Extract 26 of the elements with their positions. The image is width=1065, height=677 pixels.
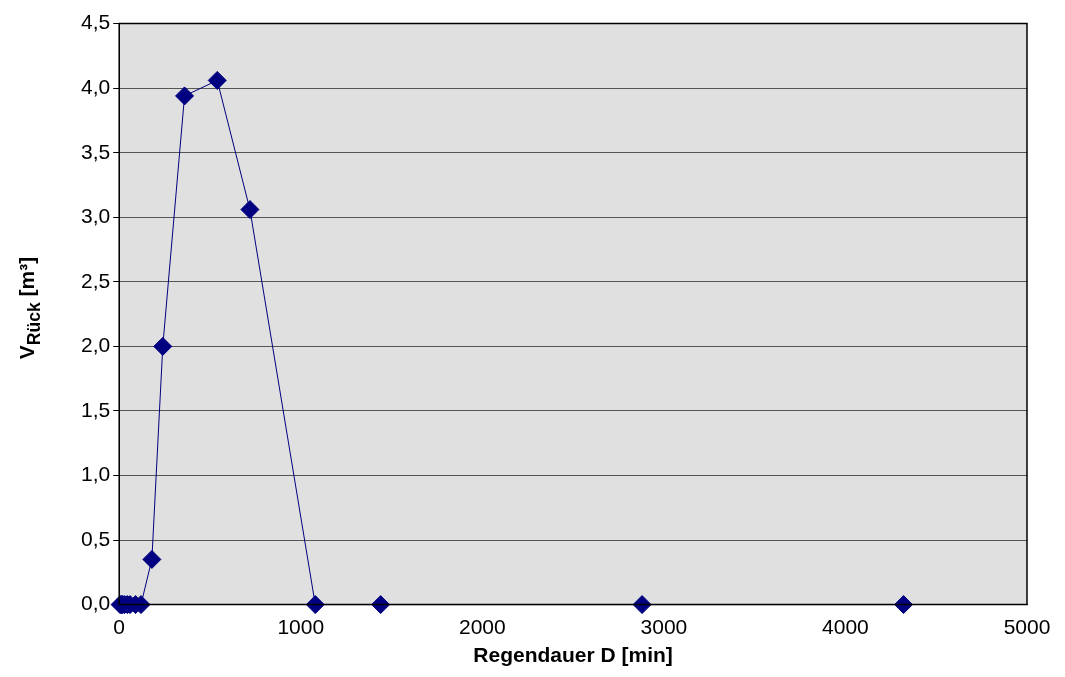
x-tick-label: 5000 — [1003, 615, 1051, 638]
y-tick-label: 0,0 — [80, 591, 111, 615]
point — [240, 200, 260, 220]
x-tick-label: 1000 — [277, 615, 325, 638]
y-tick-label: 3,0 — [80, 204, 111, 228]
point — [894, 595, 914, 615]
y-tick-label: 2,5 — [80, 268, 111, 292]
point — [153, 336, 173, 356]
point — [207, 70, 227, 90]
point — [175, 86, 195, 106]
x-tick-label: 4000 — [822, 615, 869, 638]
y-tick-label: 0,5 — [80, 526, 111, 550]
y-tick-label: 4,5 — [80, 10, 111, 34]
y-tick-label: 1,5 — [80, 397, 111, 421]
y-tick-label: 1,0 — [80, 462, 111, 486]
point — [632, 595, 652, 615]
y-tick-label: 4,0 — [80, 74, 111, 98]
x-tick-label: 2000 — [458, 615, 506, 638]
x-axis-title: Regendauer D [min] — [473, 643, 673, 667]
x-tick-label: 0 — [113, 615, 126, 638]
point — [142, 549, 162, 569]
y-tick-label: 3,5 — [80, 139, 111, 163]
point — [371, 595, 391, 615]
y-tick-label: 2,0 — [80, 333, 111, 357]
x-tick-label: 3000 — [640, 615, 688, 638]
point — [305, 595, 325, 615]
